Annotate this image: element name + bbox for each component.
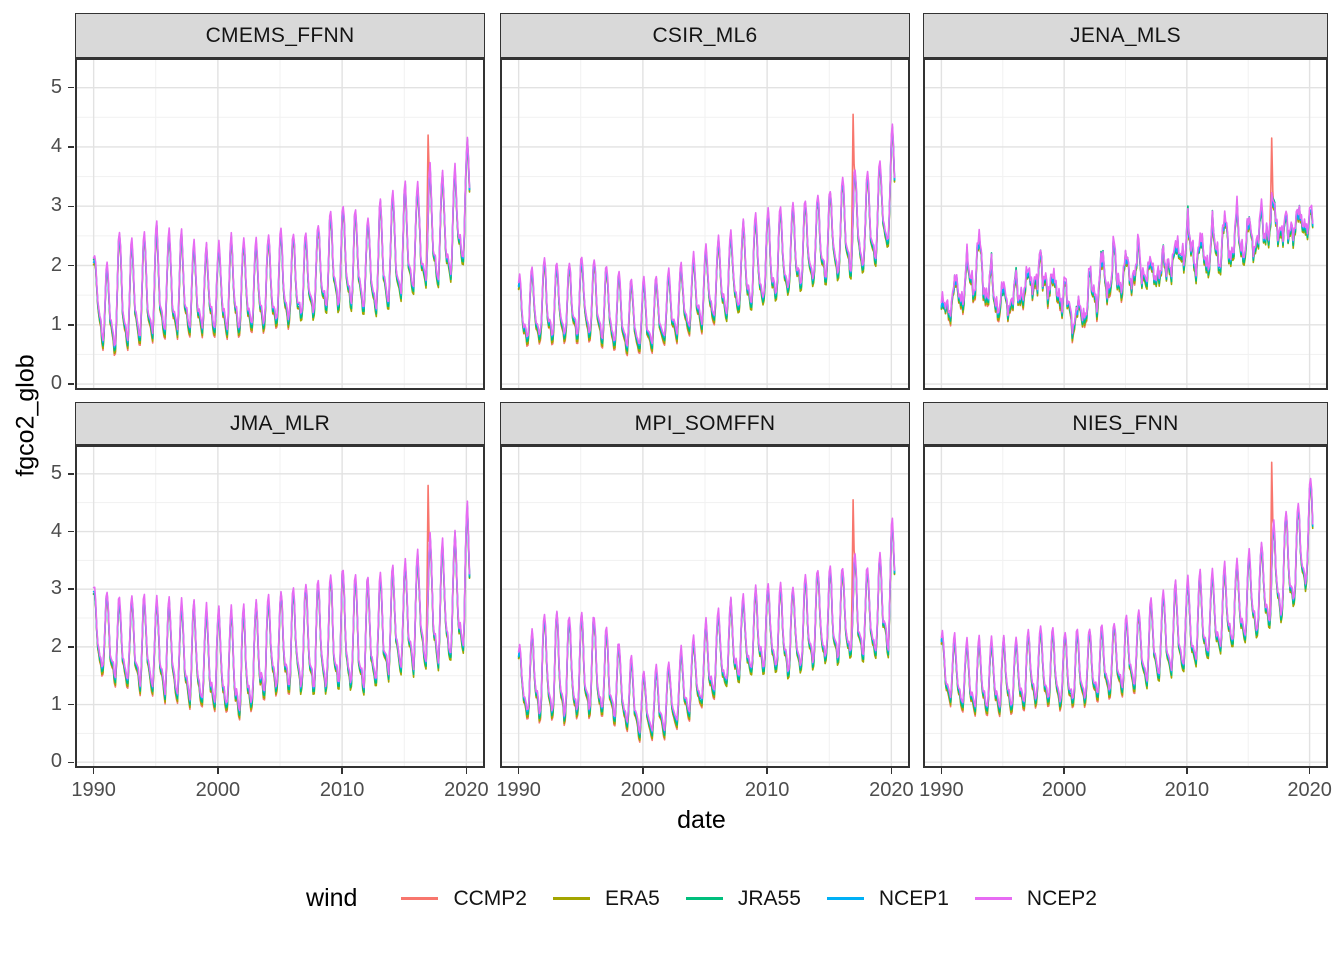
line-NIES_FNN-NCEP1 bbox=[940, 482, 1314, 710]
y-tick-label: 5 bbox=[50, 75, 62, 98]
y-tick-label: 3 bbox=[50, 194, 62, 217]
x-tick-mark bbox=[642, 768, 644, 774]
x-tick-label: 2020 bbox=[1287, 779, 1332, 801]
y-tick-mark bbox=[68, 703, 74, 706]
x-tick-mark bbox=[766, 768, 768, 774]
y-tick-mark bbox=[68, 473, 74, 475]
x-tick-label: 2010 bbox=[319, 779, 365, 801]
legend-title: wind bbox=[306, 884, 358, 912]
x-tick-mark bbox=[217, 768, 219, 774]
y-tick-label: 4 bbox=[50, 519, 62, 542]
x-tick-label: 1990 bbox=[919, 779, 964, 801]
x-tick-label: 2010 bbox=[744, 779, 790, 801]
y-tick-mark bbox=[68, 761, 74, 764]
facet-strip-JMA_MLR: JMA_MLR bbox=[75, 402, 485, 445]
y-tick-label: 4 bbox=[50, 134, 62, 157]
y-tick-label: 2 bbox=[50, 253, 62, 276]
legend-key-line bbox=[685, 896, 723, 901]
line-CSIR_ML6-NCEP2 bbox=[517, 123, 896, 347]
legend-label: CCMP2 bbox=[453, 886, 527, 910]
x-tick-mark bbox=[890, 768, 893, 774]
line-JMA_MLR-ERA5 bbox=[92, 507, 471, 719]
line-NIES_FNN-JRA55 bbox=[940, 481, 1314, 713]
line-JENA_MLS-ERA5 bbox=[940, 196, 1314, 342]
facet-strip-CMEMS_FFNN: CMEMS_FFNN bbox=[75, 13, 485, 58]
x-tick-mark bbox=[1063, 768, 1065, 774]
legend-label: NCEP1 bbox=[878, 886, 949, 910]
x-tick-label: 2000 bbox=[195, 779, 241, 801]
legend-label: JRA55 bbox=[737, 886, 801, 910]
y-tick-label: 5 bbox=[50, 461, 62, 484]
y-tick-mark bbox=[68, 324, 74, 326]
legend-key-line bbox=[974, 896, 1012, 901]
y-tick-mark bbox=[68, 146, 74, 148]
legend-key-line bbox=[826, 896, 864, 901]
x-tick-label: 1990 bbox=[496, 779, 541, 801]
x-tick-label: 1990 bbox=[71, 779, 116, 801]
y-tick-mark bbox=[68, 205, 74, 208]
x-tick-mark bbox=[940, 768, 943, 774]
legend-label: ERA5 bbox=[604, 886, 660, 910]
line-CSIR_ML6-NCEP1 bbox=[517, 128, 896, 349]
legend-item-JRA55: JRA55 bbox=[685, 886, 801, 911]
y-tick-label: 0 bbox=[50, 750, 62, 773]
panel-CSIR_ML6 bbox=[500, 58, 910, 390]
panel-NIES_FNN bbox=[923, 445, 1328, 768]
legend-key-line bbox=[552, 896, 590, 901]
x-tick-mark bbox=[92, 768, 95, 774]
y-tick-label: 3 bbox=[50, 577, 62, 600]
facet-strip-JENA_MLS: JENA_MLS bbox=[923, 13, 1328, 58]
line-MPI_SOMFFN-NCEP2 bbox=[517, 517, 896, 734]
line-NIES_FNN-ERA5 bbox=[940, 484, 1314, 716]
y-tick-label: 0 bbox=[50, 372, 62, 395]
facet-title: JENA_MLS bbox=[1070, 23, 1181, 47]
line-NIES_FNN-NCEP2 bbox=[940, 477, 1314, 708]
y-tick-label: 1 bbox=[50, 312, 62, 335]
y-tick-mark bbox=[68, 264, 74, 267]
x-tick-mark bbox=[517, 768, 520, 774]
facet-title: NIES_FNN bbox=[1072, 411, 1179, 435]
panel-JENA_MLS bbox=[923, 58, 1328, 390]
facet-strip-CSIR_ML6: CSIR_ML6 bbox=[500, 13, 910, 58]
facet-title: MPI_SOMFFN bbox=[634, 411, 776, 435]
y-tick-label: 1 bbox=[50, 692, 62, 715]
facet-title: JMA_MLR bbox=[229, 411, 331, 435]
facet-strip-NIES_FNN: NIES_FNN bbox=[923, 402, 1328, 445]
panel-CMEMS_FFNN bbox=[75, 58, 485, 390]
panel-JMA_MLR bbox=[75, 445, 485, 768]
x-tick-mark bbox=[1186, 768, 1188, 774]
x-tick-label: 2000 bbox=[620, 779, 666, 801]
legend-item-CCMP2: CCMP2 bbox=[401, 887, 527, 911]
y-tick-mark bbox=[68, 383, 74, 385]
legend: wind CCMP2 ERA5 JRA55 NCEP1 NCEP2 bbox=[75, 884, 1328, 913]
x-tick-label: 2020 bbox=[444, 779, 489, 801]
legend-item-ERA5: ERA5 bbox=[552, 886, 660, 911]
x-axis-title: date bbox=[677, 806, 726, 834]
y-tick-label: 2 bbox=[50, 634, 62, 657]
x-tick-mark bbox=[1308, 768, 1311, 774]
facet-title: CMEMS_FFNN bbox=[205, 23, 355, 47]
x-tick-label: 2010 bbox=[1164, 779, 1210, 801]
legend-item-NCEP1: NCEP1 bbox=[826, 886, 949, 911]
x-tick-label: 2000 bbox=[1041, 779, 1087, 801]
line-JENA_MLS-NCEP2 bbox=[940, 192, 1314, 334]
line-CMEMS_FFNN-NCEP2 bbox=[92, 136, 471, 347]
legend-label: NCEP2 bbox=[1026, 886, 1097, 910]
x-tick-mark bbox=[341, 768, 343, 774]
panel-MPI_SOMFFN bbox=[500, 445, 910, 768]
y-tick-mark bbox=[68, 588, 74, 590]
x-tick-label: 2020 bbox=[869, 779, 914, 801]
y-tick-mark bbox=[68, 530, 74, 533]
legend-item-NCEP2: NCEP2 bbox=[974, 886, 1097, 911]
facet-strip-MPI_SOMFFN: MPI_SOMFFN bbox=[500, 402, 910, 445]
y-tick-mark bbox=[68, 86, 74, 89]
facet-title: CSIR_ML6 bbox=[652, 23, 758, 47]
x-tick-mark bbox=[465, 768, 468, 774]
y-tick-mark bbox=[68, 646, 74, 648]
line-JMA_MLR-NCEP2 bbox=[92, 500, 471, 712]
legend-key-line bbox=[401, 896, 439, 901]
